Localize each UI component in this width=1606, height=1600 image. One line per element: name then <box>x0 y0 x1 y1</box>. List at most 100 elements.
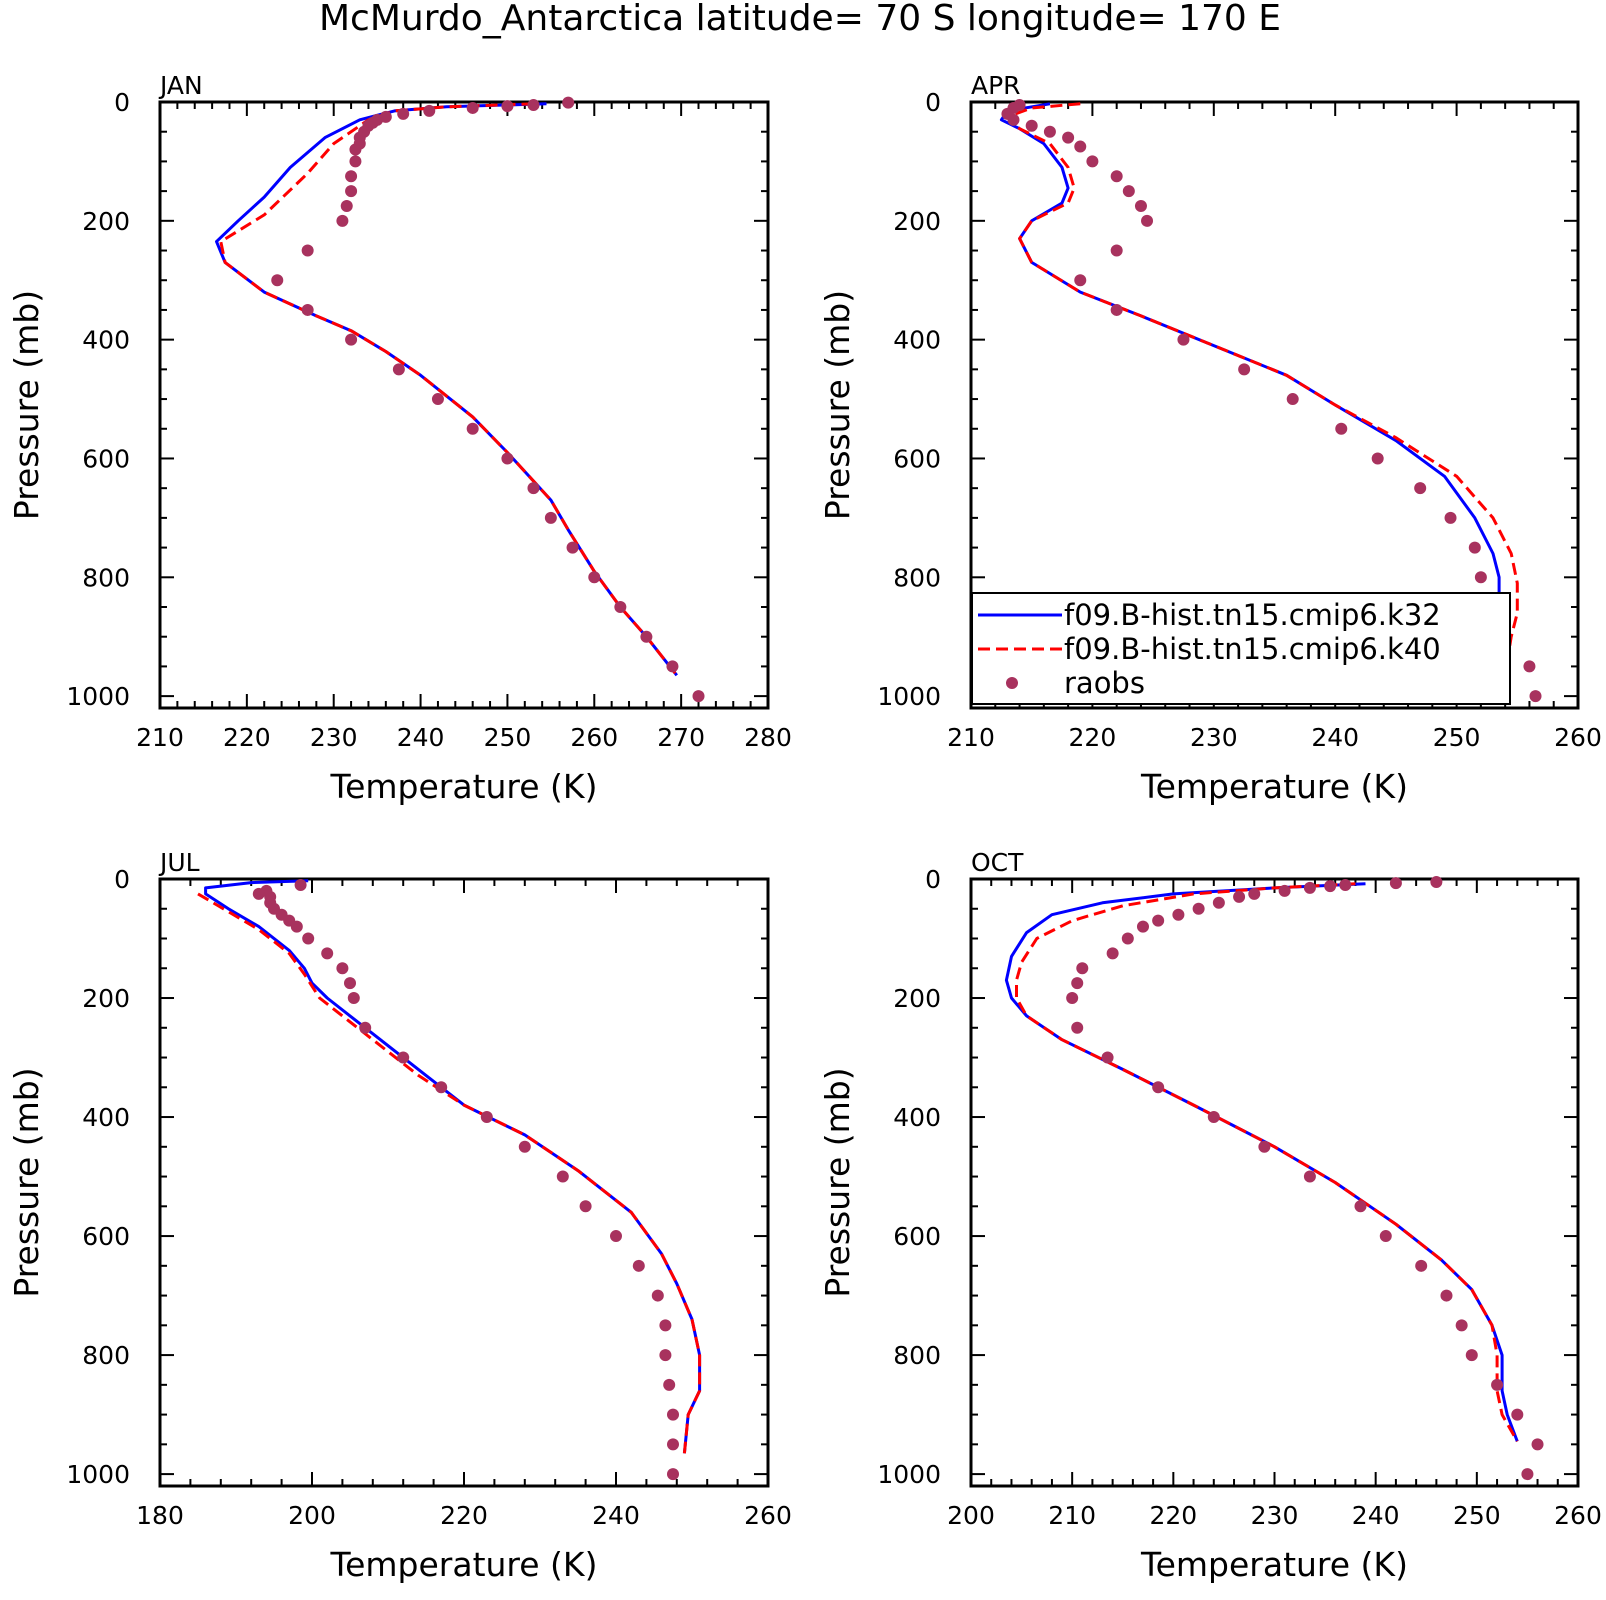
raobs-point <box>344 977 356 990</box>
raobs-point <box>1238 363 1251 376</box>
raobs-point <box>1339 878 1352 891</box>
raobs-point <box>349 143 362 156</box>
y-tick-label: 1000 <box>877 682 941 711</box>
raobs-point <box>1076 962 1089 975</box>
raobs-point <box>659 1349 672 1362</box>
series-k40-line <box>1005 102 1519 676</box>
raobs-point <box>336 962 349 975</box>
raobs-point <box>556 1170 569 1183</box>
raobs-point <box>397 1051 410 1064</box>
raobs-point <box>1192 902 1205 915</box>
y-tick-label: 400 <box>82 1103 130 1132</box>
raobs-point <box>345 170 358 183</box>
raobs-point <box>1465 1349 1478 1362</box>
raobs-point <box>290 920 303 933</box>
series-k32-line <box>215 102 678 677</box>
raobs-point <box>1134 199 1147 212</box>
plot-frame <box>969 877 1580 1488</box>
y-axis-label: Pressure (mb) <box>818 1067 857 1297</box>
y-tick-label: 800 <box>82 563 130 592</box>
raobs-point <box>1066 992 1079 1005</box>
raobs-point <box>1468 541 1481 554</box>
raobs-point <box>1074 274 1087 287</box>
raobs-point <box>1354 1200 1367 1213</box>
panel-month-label: OCT <box>971 848 1024 877</box>
raobs-point <box>1122 185 1135 198</box>
plot-frame <box>158 100 770 710</box>
raobs-point <box>632 1259 645 1272</box>
x-tick-label: 200 <box>288 1501 336 1530</box>
y-axis-label: Pressure (mb) <box>818 290 857 520</box>
raobs-point <box>667 1438 679 1451</box>
raobs-point <box>527 98 540 111</box>
series-k40-line <box>219 102 678 677</box>
raobs-point <box>1121 932 1134 945</box>
panel-month-label: JUL <box>158 848 200 877</box>
legend-marker-raobs <box>1006 677 1018 689</box>
series-k40-line <box>1015 882 1519 1443</box>
raobs-point <box>1278 884 1291 897</box>
raobs-point <box>659 1319 672 1332</box>
y-tick-label: 1000 <box>877 1460 941 1489</box>
raobs-point <box>1440 1289 1453 1302</box>
y-axis-label: Pressure (mb) <box>7 290 46 520</box>
raobs-point <box>1248 887 1261 900</box>
legend-label-k32: f09.B-hist.tn15.cmip6.k32 <box>1064 598 1441 632</box>
raobs-point <box>340 199 353 212</box>
raobs-point <box>336 214 349 227</box>
y-tick-label: 1000 <box>66 1460 130 1489</box>
raobs-point <box>1335 422 1348 435</box>
raobs-point <box>1152 914 1165 927</box>
raobs-point <box>1110 244 1123 257</box>
y-tick-label: 800 <box>893 1341 941 1370</box>
x-axis-label: Temperature (K) <box>1140 767 1408 806</box>
raobs-point <box>1207 1111 1220 1124</box>
x-tick-label: 220 <box>440 1501 488 1530</box>
panel-jan: JAN 210 220 230 240 250 260 270 280 0 200 400 600 800… <box>7 71 792 806</box>
panel-apr: APR 210 220 230 240 250 260 0 200 400 600 800 1000 Te… <box>818 71 1602 806</box>
raobs-point <box>544 511 557 524</box>
raobs-point <box>1444 511 1457 524</box>
panel-month-label: APR <box>971 71 1021 100</box>
raobs-point <box>271 274 284 287</box>
plot-frame <box>969 100 1580 710</box>
raobs-point <box>1303 881 1316 894</box>
raobs-point <box>1025 119 1038 132</box>
raobs-point <box>663 1378 676 1391</box>
raobs-point <box>692 690 705 703</box>
panels: JAN 210 220 230 240 250 260 270 280 0 200 400 600 800… <box>7 71 1602 1584</box>
raobs-point <box>1141 214 1154 227</box>
y-tick-label: 400 <box>82 326 130 355</box>
x-tick-label: 230 <box>1190 723 1238 752</box>
x-tick-label: 240 <box>1311 723 1359 752</box>
raobs-point <box>518 1140 531 1153</box>
raobs-point <box>397 107 410 120</box>
raobs-point <box>527 482 540 495</box>
raobs-point <box>431 393 444 406</box>
y-tick-label: 200 <box>893 207 941 236</box>
x-tick-label: 230 <box>310 723 358 752</box>
x-tick-label: 240 <box>592 1501 640 1530</box>
x-tick-label: 250 <box>1433 723 1481 752</box>
raobs-point <box>1286 393 1299 406</box>
x-tick-label: 270 <box>657 723 705 752</box>
series-raobs <box>271 96 705 703</box>
raobs-point <box>501 452 514 465</box>
y-tick-label: 200 <box>82 207 130 236</box>
y-tick-label: 400 <box>893 1103 941 1132</box>
plot-frame <box>158 877 770 1488</box>
y-tick-label: 600 <box>82 1222 130 1251</box>
y-tick-label: 0 <box>114 865 130 894</box>
series-k32-line <box>1004 882 1519 1442</box>
x-tick-label: 260 <box>570 723 618 752</box>
x-axis-label: Temperature (K) <box>1140 1545 1408 1584</box>
x-tick-label: 240 <box>397 723 445 752</box>
raobs-point <box>321 947 334 960</box>
raobs-point <box>466 422 479 435</box>
raobs-point <box>1043 125 1056 138</box>
raobs-point <box>435 1081 448 1094</box>
raobs-point <box>1491 1378 1504 1391</box>
raobs-point <box>423 104 436 117</box>
series-k32-line <box>204 879 702 1454</box>
series-raobs <box>1066 875 1544 1481</box>
